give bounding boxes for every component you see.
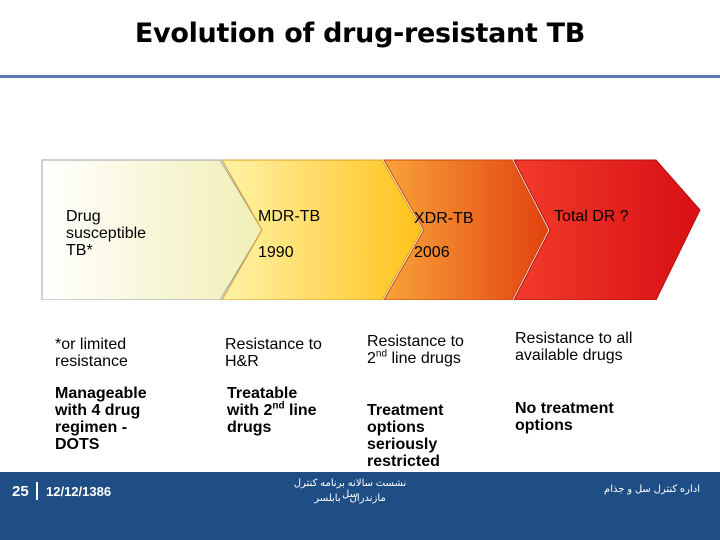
treatment-text-2-tail: line drugs <box>227 402 317 436</box>
footer-bar <box>0 472 720 540</box>
stage-arrow-xdr <box>383 159 549 300</box>
stage-label-mdr: MDR-TB <box>258 208 321 225</box>
stage-arrow-total-dr <box>513 159 701 300</box>
stage-label-xdr: XDR-TB <box>414 210 474 227</box>
resistance-text-3-tail: line drugs <box>387 350 461 367</box>
treatment-text-2-sup: nd <box>272 400 285 412</box>
footer-organization: اداره کنترل سل و جذام <box>604 484 700 495</box>
resistance-text-3-main: Resistance to 2 <box>367 333 464 367</box>
stage-year-xdr: 2006 <box>414 244 450 261</box>
resistance-text-4: Resistance to all available drugs <box>515 330 633 364</box>
stage-label-total-dr: Total DR ? <box>554 208 629 225</box>
resistance-text-3-sup: nd <box>375 348 388 360</box>
page-number: 25 <box>12 483 29 500</box>
resistance-text-1: *or limited resistance <box>55 336 128 370</box>
slide-title: Evolution of drug-resistant TB <box>134 18 586 49</box>
treatment-text-2: Treatable with 2nd line drugs <box>227 385 327 436</box>
footer-date: 12/12/1386 <box>46 484 112 499</box>
title-divider <box>0 75 720 78</box>
stage-year-mdr: 1990 <box>258 244 294 261</box>
treatment-text-3: Treatment options seriously restricted <box>367 402 444 470</box>
footer-event-line1: نشست سالانه برنامه کنترل سل <box>293 478 407 500</box>
resistance-text-2: Resistance to H&R <box>225 336 322 370</box>
stage-label-susceptible: Drug susceptible TB* <box>66 208 147 259</box>
stage-arrow-mdr <box>221 159 423 300</box>
resistance-text-3: Resistance to 2nd line drugs <box>367 333 467 367</box>
treatment-text-2-main: Treatable with 2 <box>227 385 298 419</box>
treatment-text-4: No treatment options <box>515 400 614 434</box>
page-separator <box>36 482 38 500</box>
stage-arrow-susceptible <box>41 159 263 300</box>
footer-event-line2: مازندران - بابلسر <box>314 493 386 504</box>
treatment-text-1: Manageable with 4 drug regimen - DOTS <box>55 385 147 453</box>
progression-arrows <box>41 159 701 300</box>
